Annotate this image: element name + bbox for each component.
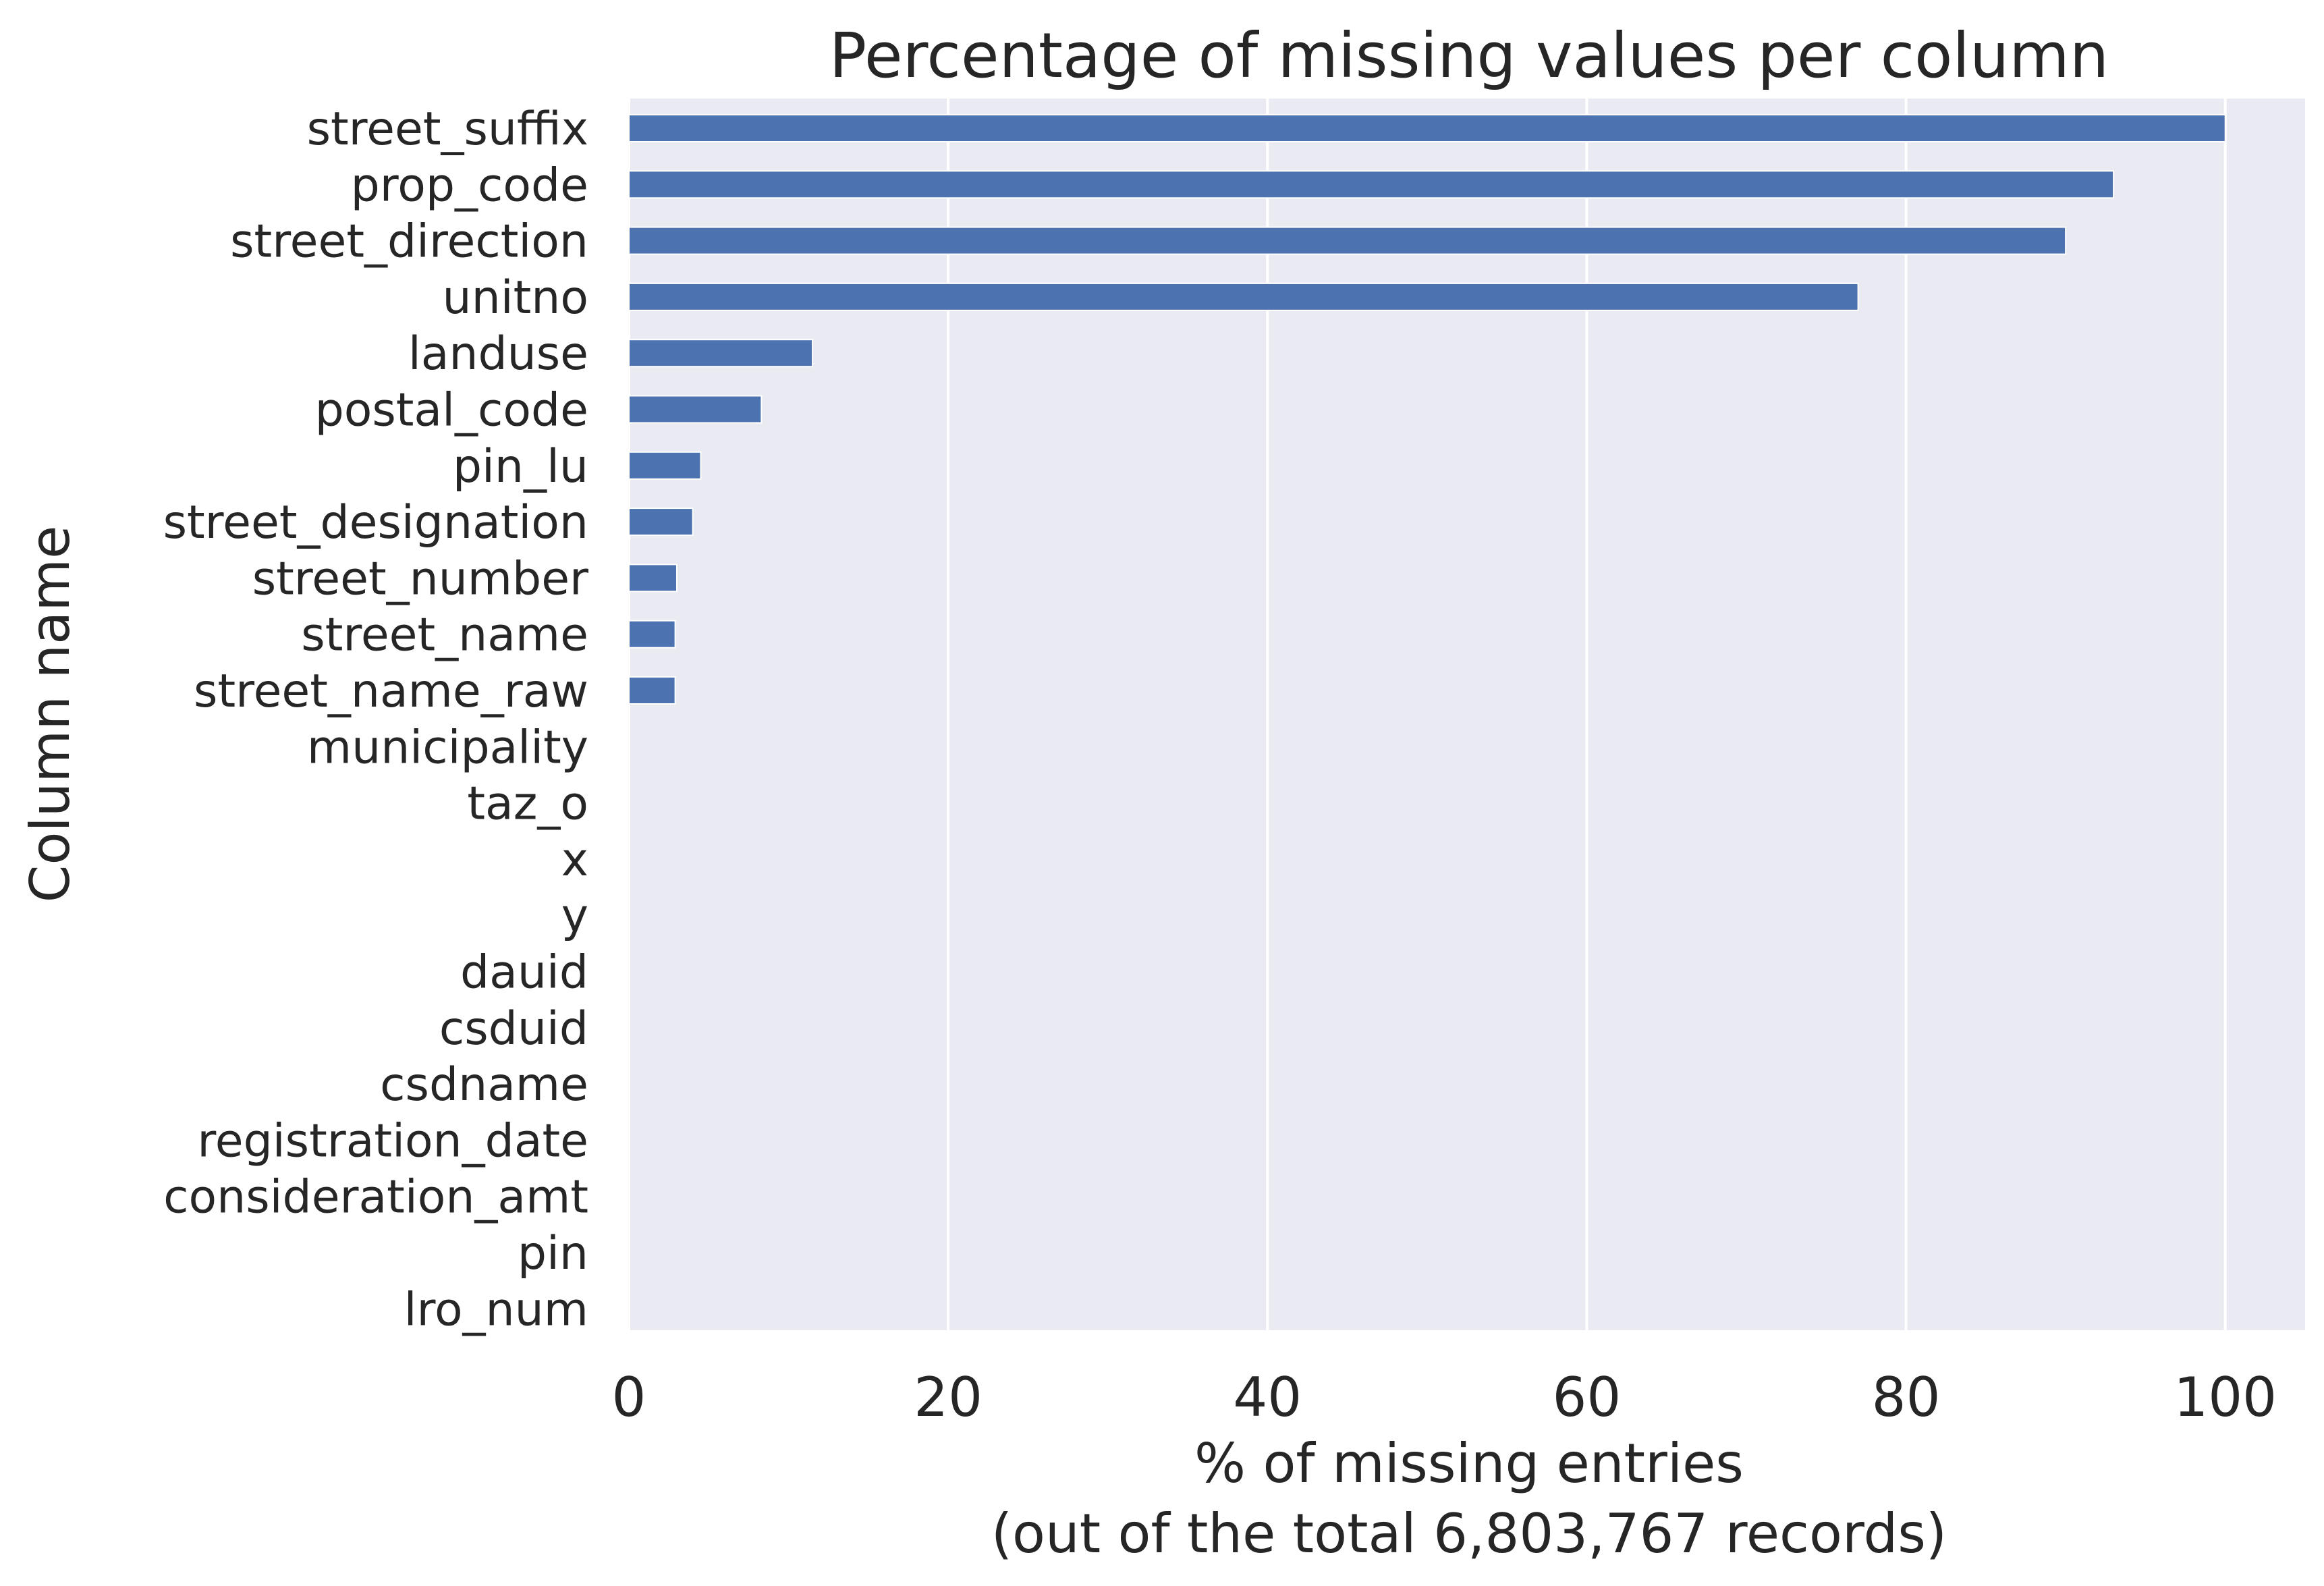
bar-postal_code xyxy=(628,395,763,424)
x-tick-labels: 0 20 40 60 80 100 xyxy=(612,1366,2277,1429)
bar-street_name_raw xyxy=(628,676,676,705)
y-tick-label: postal_code xyxy=(315,384,588,437)
y-tick-label: street_name xyxy=(301,609,588,662)
y-tick-label: pin xyxy=(518,1227,588,1280)
y-tick-label: street_number xyxy=(252,552,588,605)
x-axis-label-line-2: (out of the total 6,803,767 records) xyxy=(991,1502,1947,1565)
y-axis-label: Column name xyxy=(19,526,82,903)
y-tick-label: taz_o xyxy=(467,777,588,831)
y-tick-label: dauid xyxy=(460,946,588,1000)
bar-landuse xyxy=(628,339,814,368)
y-tick-labels: street_suffixprop_codestreet_directionun… xyxy=(163,103,588,1336)
y-tick-label: x xyxy=(561,833,588,887)
y-tick-label: unitno xyxy=(443,271,588,325)
bar-street_name xyxy=(628,620,676,649)
y-tick-label: municipality xyxy=(307,721,588,774)
y-tick-label: y xyxy=(561,890,588,943)
bar-street_number xyxy=(628,564,677,593)
y-tick-label: street_direction xyxy=(230,215,588,269)
y-tick-label: csdname xyxy=(380,1058,588,1112)
x-tick-label: 60 xyxy=(1553,1366,1622,1429)
x-tick-label: 20 xyxy=(914,1366,983,1429)
y-tick-label: prop_code xyxy=(351,159,588,212)
y-tick-label: csduid xyxy=(439,1002,588,1056)
bar-prop_code xyxy=(628,170,2115,199)
x-tick-label: 0 xyxy=(612,1366,646,1429)
x-tick-label: 40 xyxy=(1233,1366,1302,1429)
x-axis-label-line-1: % of missing entries xyxy=(1194,1432,1744,1495)
y-tick-label: lro_num xyxy=(404,1283,588,1336)
y-tick-label: registration_date xyxy=(197,1114,588,1168)
x-tick-label: 100 xyxy=(2174,1366,2277,1429)
y-tick-label: pin_lu xyxy=(453,440,588,493)
bar-street_direction xyxy=(628,226,2067,255)
bar-street_suffix xyxy=(628,114,2226,142)
y-tick-label: consideration_amt xyxy=(163,1171,588,1224)
y-tick-label: street_name_raw xyxy=(194,665,588,718)
bars xyxy=(628,114,2226,705)
y-tick-label: landuse xyxy=(408,327,588,381)
x-tick-label: 80 xyxy=(1872,1366,1941,1429)
chart-title: Percentage of missing values per column xyxy=(829,20,2109,92)
bar-street_designation xyxy=(628,508,694,537)
bar-unitno xyxy=(628,282,1859,311)
y-tick-label: street_designation xyxy=(163,496,588,549)
y-tick-label: street_suffix xyxy=(307,103,588,156)
bar-pin_lu xyxy=(628,451,702,480)
